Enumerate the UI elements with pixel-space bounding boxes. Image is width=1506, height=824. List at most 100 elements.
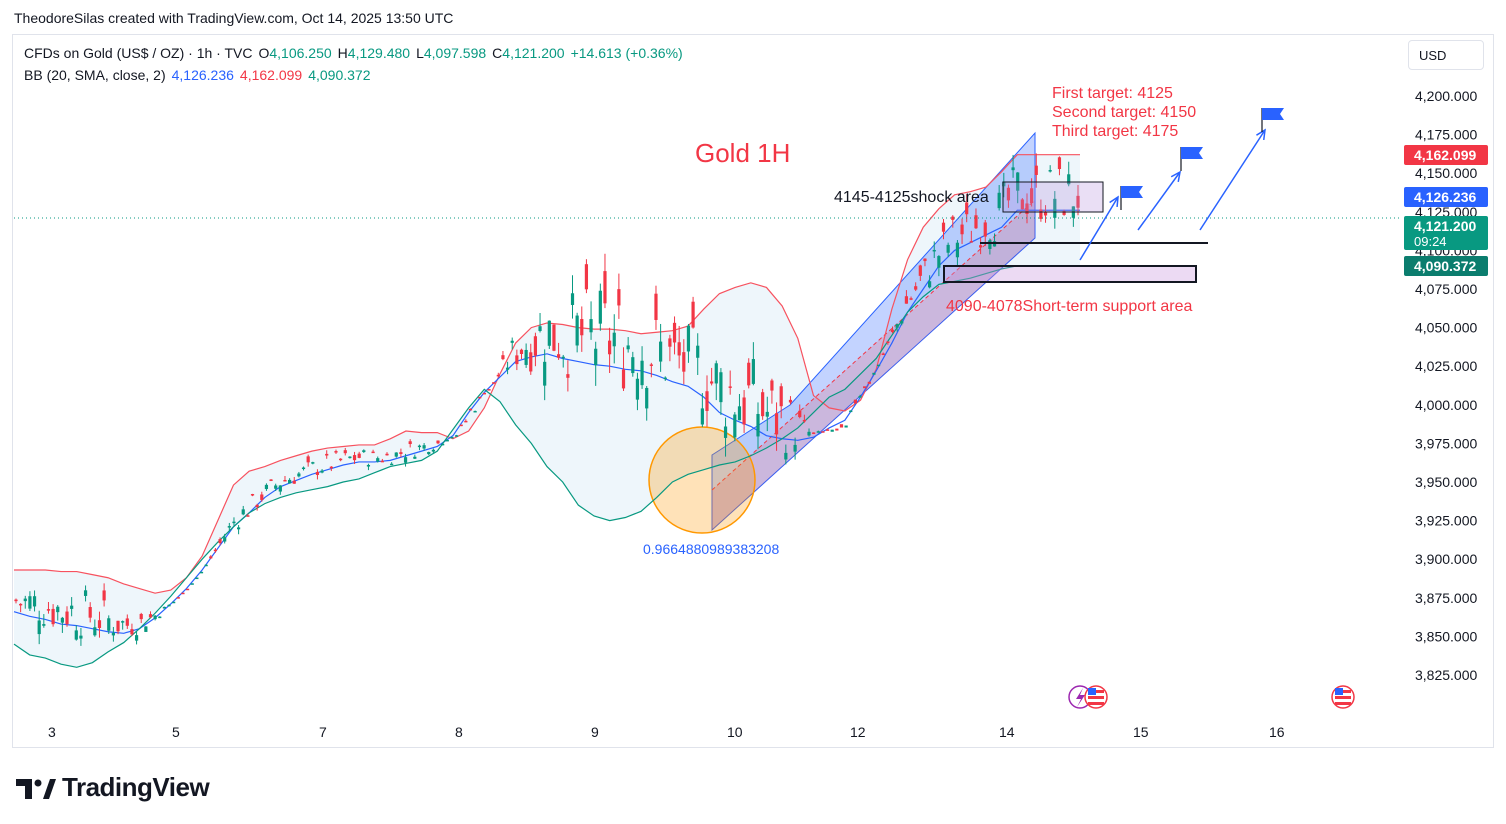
candle-body [227,526,231,528]
candle-body [1053,198,1057,218]
candle-body [867,381,871,384]
candle-body [737,406,742,421]
third-target-label: Third target: 4175 [1052,123,1178,140]
x-axis-tick-label: 16 [1269,724,1285,740]
candle-body [946,244,950,253]
candle-body [93,627,97,636]
candle-body [983,222,987,237]
price-label-value: 4,090.372 [1414,258,1476,274]
candle-body [598,290,602,324]
candle-body [343,450,347,454]
chart-title: Gold 1H [695,138,790,168]
y-axis-tick-label: 3,950.000 [1415,474,1477,490]
candle-body [682,352,686,372]
candle-body [464,420,468,423]
candle-body [723,426,728,438]
y-axis-tick-label: 3,850.000 [1415,628,1477,644]
candle-body [357,453,361,458]
low-label: L [416,45,424,61]
candle-body [547,320,551,346]
symbol-legend[interactable]: CFDs on Gold (US$ / OZ) · 1h · TVC O4,106… [24,45,689,61]
bb-upper-value: 4,162.099 [239,67,303,83]
candle-body [417,445,422,448]
price-label-countdown: 09:24 [1414,234,1447,249]
candle-body [538,326,542,331]
candle-body [209,556,213,559]
price-label-value: 4,126.236 [1414,189,1476,205]
candle-body [130,629,134,635]
candle-body [1062,211,1066,215]
candle-body [348,456,352,459]
currency-button[interactable]: USD [1408,40,1484,70]
candle-body [853,399,857,404]
shock-area-box[interactable] [1002,181,1104,213]
candle-body [849,410,853,413]
candle-body [974,215,978,229]
bollinger-upper-line [14,154,1080,594]
candle-body [436,440,440,444]
y-axis-tick-label: 4,050.000 [1415,320,1477,336]
candle-body [125,618,129,626]
candle-body [844,425,848,428]
shock-area-label: 4145-4125shock area [834,189,989,206]
candle-body [315,471,320,475]
candle-body [649,364,653,366]
candle-body [297,473,301,477]
candle-body [371,451,375,454]
candle-body [107,618,111,631]
candle-body [32,596,37,607]
candle-body [46,609,51,611]
candle-body [394,452,398,457]
bollinger-band-fill [14,154,1080,668]
target-arrow-2[interactable] [1137,171,1181,231]
candle-body [390,463,394,466]
x-axis-tick-label: 8 [455,724,463,740]
candle-body [255,504,259,508]
y-axis-tick-label: 4,150.000 [1415,165,1477,181]
candle-body [162,606,167,609]
candle-body [788,399,793,403]
candle-body [459,424,463,427]
candle-body [663,377,667,380]
candle-body [589,319,593,333]
candle-body [1067,174,1071,185]
target-arrow-3[interactable] [1199,129,1266,231]
support-area-box[interactable] [943,265,1197,283]
candle-body [997,192,1001,209]
fib-circle[interactable] [648,426,756,534]
candle-body [1043,212,1048,216]
candle-body [969,241,973,243]
candle-body [821,431,825,433]
candle-body [529,352,533,372]
open-label: O [258,45,270,61]
candle-body [223,537,227,542]
candle-body [172,601,176,604]
x-axis-tick-label: 7 [319,724,327,740]
candle-body [269,479,273,481]
x-axis-tick-label: 9 [591,724,599,740]
flag-icon-3[interactable] [1262,108,1284,120]
y-axis-tick-label: 3,875.000 [1415,590,1477,606]
candle-body [635,378,640,400]
candle-body [830,429,834,432]
bb-legend[interactable]: BB (20, SMA, close, 2) 4,126.236 4,162.099… [24,67,377,83]
candle-body [176,597,180,599]
flag-icon-1[interactable] [1121,186,1143,198]
flag-icon-2[interactable] [1181,147,1203,159]
symbol-name[interactable]: CFDs on Gold (US$ / OZ) · 1h · TVC [24,45,253,61]
tradingview-logo[interactable]: TradingView [16,772,210,803]
candle-body [733,414,737,438]
candle-body [473,410,477,413]
bb-label[interactable]: BB (20, SMA, close, 2) [24,67,166,83]
candle-body [445,439,449,442]
high-label: H [337,45,348,61]
target-arrow-1[interactable] [1079,196,1119,261]
candle-body [677,342,681,356]
candle-body [376,458,380,462]
candle-body [23,598,27,602]
lightning-bolt [1076,688,1085,707]
candle-body [450,436,454,439]
candle-body [608,340,612,355]
candle-body [79,635,83,639]
